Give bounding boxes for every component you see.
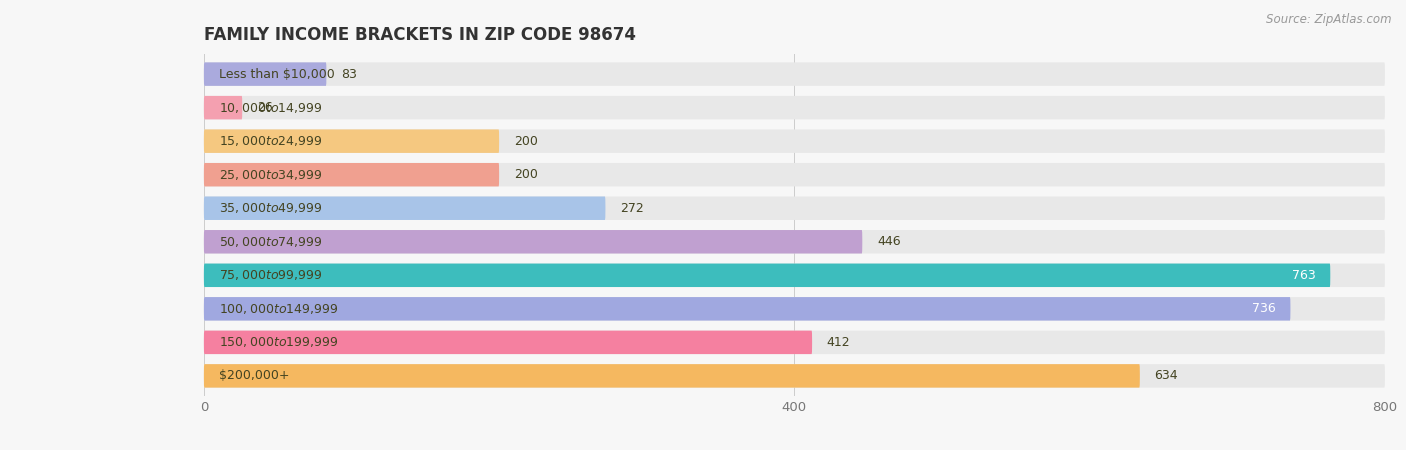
FancyBboxPatch shape	[204, 297, 1385, 320]
Text: 272: 272	[620, 202, 644, 215]
FancyBboxPatch shape	[204, 364, 1385, 387]
Text: 83: 83	[342, 68, 357, 81]
FancyBboxPatch shape	[204, 364, 1140, 387]
Text: $15,000 to $24,999: $15,000 to $24,999	[219, 134, 322, 148]
Text: 446: 446	[877, 235, 901, 248]
FancyBboxPatch shape	[204, 197, 606, 220]
FancyBboxPatch shape	[204, 96, 242, 119]
FancyBboxPatch shape	[204, 297, 1291, 320]
Text: $75,000 to $99,999: $75,000 to $99,999	[219, 268, 322, 282]
Text: 412: 412	[827, 336, 851, 349]
Text: 200: 200	[515, 135, 537, 148]
FancyBboxPatch shape	[204, 264, 1330, 287]
FancyBboxPatch shape	[204, 130, 499, 153]
Text: $10,000 to $14,999: $10,000 to $14,999	[219, 101, 322, 115]
Text: 634: 634	[1154, 369, 1178, 382]
FancyBboxPatch shape	[204, 130, 1385, 153]
Text: $25,000 to $34,999: $25,000 to $34,999	[219, 168, 322, 182]
FancyBboxPatch shape	[204, 96, 1385, 119]
FancyBboxPatch shape	[204, 163, 1385, 186]
Text: Source: ZipAtlas.com: Source: ZipAtlas.com	[1267, 14, 1392, 27]
Text: $100,000 to $149,999: $100,000 to $149,999	[219, 302, 337, 316]
FancyBboxPatch shape	[204, 63, 1385, 86]
Text: 200: 200	[515, 168, 537, 181]
Text: 736: 736	[1251, 302, 1275, 315]
FancyBboxPatch shape	[204, 331, 813, 354]
Text: $50,000 to $74,999: $50,000 to $74,999	[219, 235, 322, 249]
Text: $200,000+: $200,000+	[219, 369, 290, 382]
FancyBboxPatch shape	[204, 230, 1385, 253]
Text: 26: 26	[257, 101, 273, 114]
FancyBboxPatch shape	[204, 197, 1385, 220]
Text: 763: 763	[1292, 269, 1316, 282]
FancyBboxPatch shape	[204, 163, 499, 186]
FancyBboxPatch shape	[204, 63, 326, 86]
Text: Less than $10,000: Less than $10,000	[219, 68, 335, 81]
Text: $150,000 to $199,999: $150,000 to $199,999	[219, 335, 337, 349]
Text: FAMILY INCOME BRACKETS IN ZIP CODE 98674: FAMILY INCOME BRACKETS IN ZIP CODE 98674	[204, 26, 636, 44]
FancyBboxPatch shape	[204, 230, 862, 253]
FancyBboxPatch shape	[204, 331, 1385, 354]
Text: $35,000 to $49,999: $35,000 to $49,999	[219, 201, 322, 215]
FancyBboxPatch shape	[204, 264, 1385, 287]
